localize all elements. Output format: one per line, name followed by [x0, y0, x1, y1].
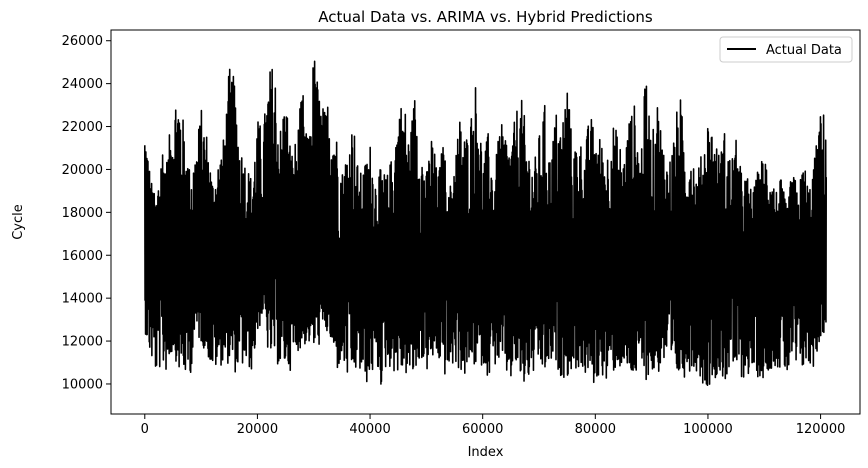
x-axis-label: Index [468, 445, 504, 460]
y-tick-label: 24000 [62, 77, 103, 92]
chart-title: Actual Data vs. ARIMA vs. Hybrid Predict… [318, 8, 653, 26]
x-tick-label: 0 [141, 422, 149, 437]
series-line-actual-data [143, 60, 828, 386]
legend-box [719, 36, 853, 63]
y-tick-label: 14000 [62, 292, 103, 307]
x-tick-label: 40000 [349, 422, 390, 437]
x-tick-label: 80000 [575, 422, 616, 437]
y-tick-label: 26000 [62, 34, 103, 49]
plot-area [143, 60, 828, 386]
y-tick-label: 16000 [62, 249, 103, 264]
axes-frame [110, 29, 861, 415]
y-axis: 10000 12000 14000 16000 18000 20000 22000 24000… [62, 34, 111, 392]
x-tick-label: 100000 [683, 422, 733, 437]
x-axis: 0 20000 40000 60000 80000 100000 120000 [141, 414, 846, 437]
x-tick-label: 60000 [462, 422, 503, 437]
y-tick-label: 18000 [62, 206, 103, 221]
y-tick-label: 22000 [62, 120, 103, 135]
y-tick-label: 12000 [62, 335, 103, 350]
y-axis-label: Cycle [11, 204, 26, 240]
x-tick-label: 20000 [237, 422, 278, 437]
legend-label-actual-data: Actual Data [766, 43, 842, 58]
x-tick-label: 120000 [796, 422, 846, 437]
y-tick-label: 20000 [62, 163, 103, 178]
y-tick-label: 10000 [62, 377, 103, 392]
legend: Actual Data [719, 36, 853, 63]
